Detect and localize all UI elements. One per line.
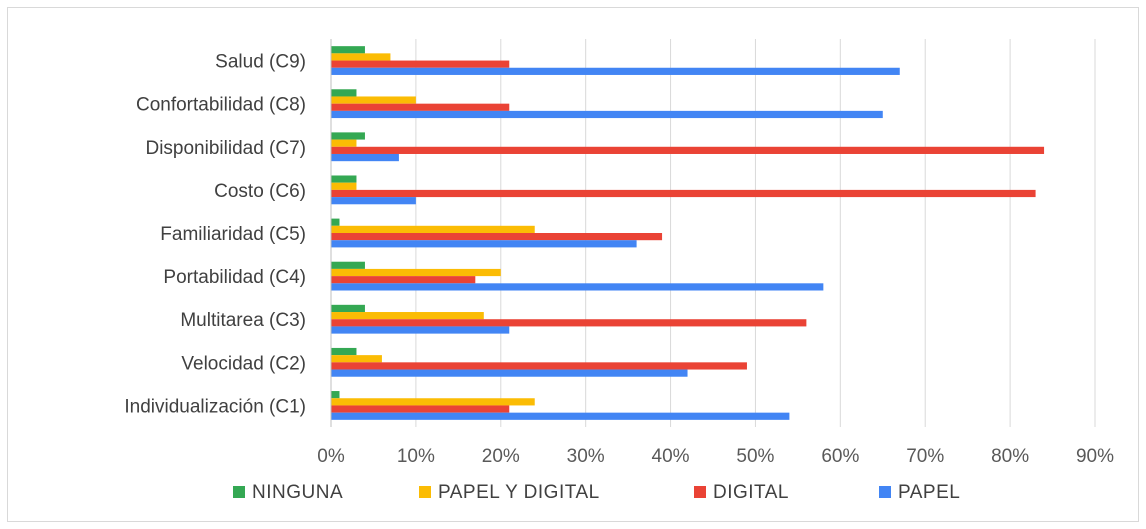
category-label: Disponibilidad (C7): [145, 138, 306, 159]
bar-ninguna: [331, 175, 357, 183]
chart-frame: [7, 7, 1139, 522]
bar-papel-y-digital: [331, 139, 357, 147]
category-labels: Salud (C9) Confortabilidad (C8) Disponibil…: [124, 52, 306, 418]
x-tick-label: 0%: [317, 446, 345, 467]
bar-digital: [331, 276, 476, 284]
legend-label: NINGUNA: [252, 482, 343, 503]
bar-digital: [331, 233, 663, 241]
bar-papel: [331, 369, 688, 377]
x-tick-label: 60%: [821, 446, 859, 467]
bar-papel: [331, 153, 399, 162]
bar-digital: [331, 362, 747, 370]
x-tick-label: 80%: [991, 446, 1029, 467]
category-label: Salud (C9): [215, 52, 306, 73]
bar-digital: [331, 405, 510, 413]
x-tick-label: 40%: [652, 446, 690, 467]
bar-ninguna: [331, 46, 365, 54]
bar-papel-y-digital: [331, 53, 391, 61]
bar-papel: [331, 283, 824, 291]
bar-papel-y-digital: [331, 398, 535, 406]
legend-label: DIGITAL: [713, 482, 789, 503]
bar-ninguna: [331, 347, 357, 356]
bar-digital: [331, 319, 807, 327]
x-tick-label: 90%: [1076, 446, 1114, 467]
bar-digital: [331, 146, 1045, 154]
legend-swatch: [233, 486, 245, 498]
category-label: Confortabilidad (C8): [136, 95, 306, 116]
legend-swatch: [419, 486, 431, 498]
category-label: Familiaridad (C5): [160, 224, 306, 245]
bar-ninguna: [331, 89, 357, 97]
x-tick-labels: 0% 10% 20% 30% 40% 50% 60% 70% 80% 90%: [317, 446, 1114, 467]
bar-papel: [331, 110, 883, 119]
x-tick-label: 70%: [906, 446, 944, 467]
bar-papel-y-digital: [331, 182, 357, 190]
bar-papel-y-digital: [331, 355, 382, 363]
category-label: Multitarea (C3): [180, 310, 306, 331]
bar-papel: [331, 240, 637, 248]
x-tick-label: 10%: [397, 446, 435, 467]
legend-swatch: [694, 486, 706, 498]
bar-papel-y-digital: [331, 96, 416, 104]
bar-digital: [331, 189, 1036, 198]
bar-ninguna: [331, 261, 365, 269]
bar-papel: [331, 326, 510, 334]
bar-papel: [331, 412, 790, 420]
legend-label: PAPEL: [898, 482, 960, 503]
bar-ninguna: [331, 304, 365, 313]
bar-papel: [331, 197, 416, 205]
bar-ninguna: [331, 391, 340, 399]
bar-ninguna: [331, 218, 340, 226]
bar-papel-y-digital: [331, 268, 501, 277]
x-tick-label: 50%: [736, 446, 774, 467]
category-label: Individualización (C1): [124, 396, 306, 417]
bar-papel-y-digital: [331, 312, 484, 320]
bars: [330, 39, 1045, 427]
bar-papel-y-digital: [331, 225, 535, 233]
legend: NINGUNA PAPEL Y DIGITAL DIGITAL PAPEL: [233, 482, 960, 503]
category-label: Portabilidad (C4): [163, 267, 306, 288]
bar-digital: [331, 60, 510, 68]
legend-swatch: [879, 486, 891, 498]
x-tick-label: 20%: [482, 446, 520, 467]
bar-digital: [331, 103, 510, 111]
x-tick-label: 30%: [567, 446, 605, 467]
bar-papel: [331, 67, 900, 75]
legend-label: PAPEL Y DIGITAL: [438, 482, 600, 503]
category-label: Costo (C6): [214, 181, 306, 202]
category-label: Velocidad (C2): [181, 353, 306, 374]
bar-ninguna: [331, 132, 365, 140]
